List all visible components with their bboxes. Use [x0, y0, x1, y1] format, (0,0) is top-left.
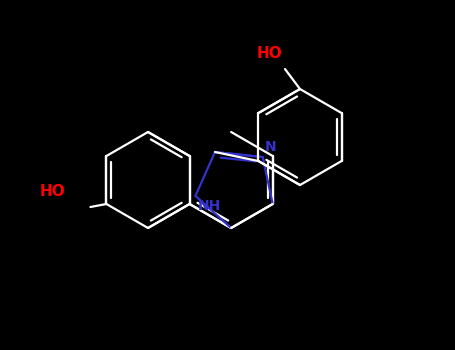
Text: NH: NH — [197, 199, 221, 213]
Text: N: N — [265, 140, 276, 154]
Text: HO: HO — [39, 184, 65, 200]
Text: HO: HO — [256, 46, 282, 61]
